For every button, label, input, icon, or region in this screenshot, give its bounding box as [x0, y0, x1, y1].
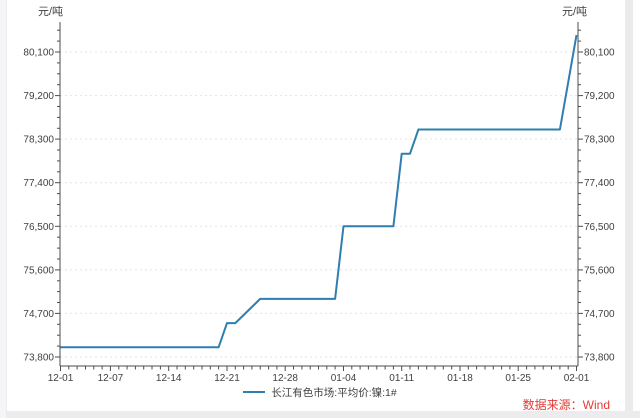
x-tick-label: 02-01 — [564, 373, 590, 384]
x-tick-label: 01-18 — [447, 373, 473, 384]
y-tick-label-right: 75,600 — [584, 265, 615, 276]
y-tick-label-right: 80,100 — [584, 48, 615, 59]
y-tick-label-right: 79,200 — [584, 91, 615, 102]
x-tick-label: 01-11 — [389, 373, 414, 384]
page-left-margin — [0, 0, 7, 418]
y-tick-label-left: 73,800 — [23, 353, 54, 364]
y-tick-label-left: 74,700 — [23, 309, 54, 320]
legend: 长江有色市场:平均价:镍:1# — [0, 384, 640, 400]
data-source-label: 数据来源：Wind — [522, 398, 610, 412]
y-tick-label-right: 77,400 — [584, 178, 615, 189]
x-tick-label: 12-28 — [272, 373, 298, 384]
y-tick-label-left: 77,400 — [23, 178, 54, 189]
horizontal-scrollbar-track[interactable] — [7, 411, 640, 418]
y-axis-unit-label-left: 元/吨 — [38, 6, 64, 18]
x-tick-label: 01-04 — [331, 373, 357, 384]
x-tick-label: 01-25 — [505, 373, 531, 384]
vertical-scrollbar-track[interactable] — [625, 0, 633, 418]
y-tick-label-right: 73,800 — [584, 353, 615, 364]
price-line — [60, 34, 578, 349]
y-tick-label-right: 74,700 — [584, 309, 615, 320]
y-tick-label-left: 79,200 — [23, 91, 54, 102]
x-tick-label: 12-21 — [214, 373, 240, 384]
x-tick-label: 12-14 — [156, 373, 182, 384]
x-tick-label: 12-01 — [48, 373, 74, 384]
y-tick-label-right: 76,500 — [584, 222, 615, 233]
y-tick-label-left: 80,100 — [23, 48, 54, 59]
y-tick-label-right: 78,300 — [584, 135, 615, 146]
y-tick-label-left: 75,600 — [23, 265, 54, 276]
legend-line-swatch — [243, 391, 266, 393]
y-axis-unit-label-right: 元/吨 — [562, 6, 588, 18]
x-tick-label: 12-07 — [98, 373, 124, 384]
y-tick-label-left: 78,300 — [23, 135, 54, 146]
y-tick-label-left: 76,500 — [23, 222, 54, 233]
legend-series-label: 长江有色市场:平均价:镍:1# — [271, 386, 397, 399]
